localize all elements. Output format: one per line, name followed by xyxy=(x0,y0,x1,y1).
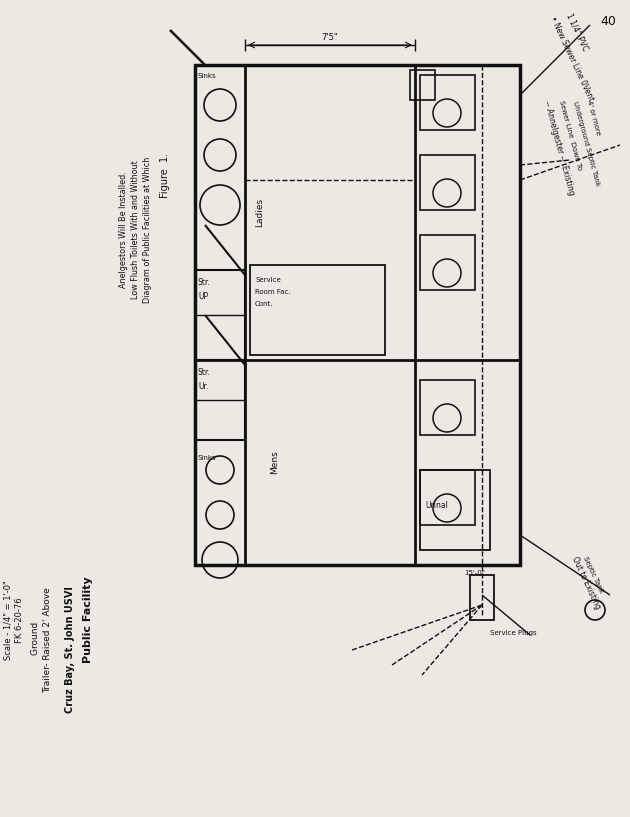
Text: Scale - 1/4" = 1'-0": Scale - 1/4" = 1'-0" xyxy=(4,580,13,660)
Bar xyxy=(195,65,520,565)
Text: 4' or more: 4' or more xyxy=(586,100,601,136)
Text: Figure  1.: Figure 1. xyxy=(160,153,170,198)
Bar xyxy=(195,270,245,360)
Bar xyxy=(410,70,435,100)
Text: Trailer- Raised 2' Above: Trailer- Raised 2' Above xyxy=(43,587,52,693)
Text: Str.: Str. xyxy=(198,278,211,287)
Text: Anelgestors Will Be Installed.: Anelgestors Will Be Installed. xyxy=(120,172,129,288)
Text: Str.: Str. xyxy=(198,368,211,377)
Text: 15'-0": 15'-0" xyxy=(464,570,485,576)
Text: Service: Service xyxy=(255,277,281,283)
Text: Urinal: Urinal xyxy=(425,501,448,510)
Bar xyxy=(420,470,475,525)
Bar xyxy=(420,470,490,550)
Text: Sinks: Sinks xyxy=(197,73,215,79)
Text: Low Flush Toilets With and Without: Low Flush Toilets With and Without xyxy=(132,161,140,299)
Text: 40: 40 xyxy=(600,15,616,28)
Text: Out to Existing: Out to Existing xyxy=(570,555,602,610)
Bar xyxy=(420,380,475,435)
Bar xyxy=(195,360,245,440)
Text: Sewer Line  Down To: Sewer Line Down To xyxy=(558,100,583,172)
Text: Underground Septic Tank: Underground Septic Tank xyxy=(572,100,600,186)
Text: Ground: Ground xyxy=(32,622,40,678)
Text: UP: UP xyxy=(198,292,208,301)
Text: Cont.: Cont. xyxy=(255,301,273,307)
Text: Septic Tank: Septic Tank xyxy=(582,555,604,594)
Text: Ladies: Ladies xyxy=(256,198,265,227)
Bar xyxy=(420,155,475,210)
Text: Sinks: Sinks xyxy=(197,455,215,461)
Text: Mens: Mens xyxy=(270,451,280,475)
Text: • New Sewer Line 0Vent: • New Sewer Line 0Vent xyxy=(548,15,595,102)
Bar xyxy=(470,575,494,620)
Text: 7'5": 7'5" xyxy=(322,33,338,42)
Text: Room Fac.: Room Fac. xyxy=(255,289,290,295)
Bar xyxy=(250,265,385,355)
Text: FK 6-20-76: FK 6-20-76 xyxy=(16,597,25,643)
Text: Cruz Bay, St. John USVI: Cruz Bay, St. John USVI xyxy=(65,587,75,713)
Text: Public Facility: Public Facility xyxy=(83,577,93,663)
Bar xyxy=(420,235,475,290)
Text: Service Plugs: Service Plugs xyxy=(490,630,537,636)
Bar xyxy=(420,75,475,130)
Text: -- Annelgester --  Existing: -- Annelgester -- Existing xyxy=(542,100,576,197)
Text: Ur.: Ur. xyxy=(198,382,209,391)
Text: Diagram of Public Facilities at Which: Diagram of Public Facilities at Which xyxy=(144,157,152,303)
Text: 1 1/4" PVC: 1 1/4" PVC xyxy=(565,12,590,52)
